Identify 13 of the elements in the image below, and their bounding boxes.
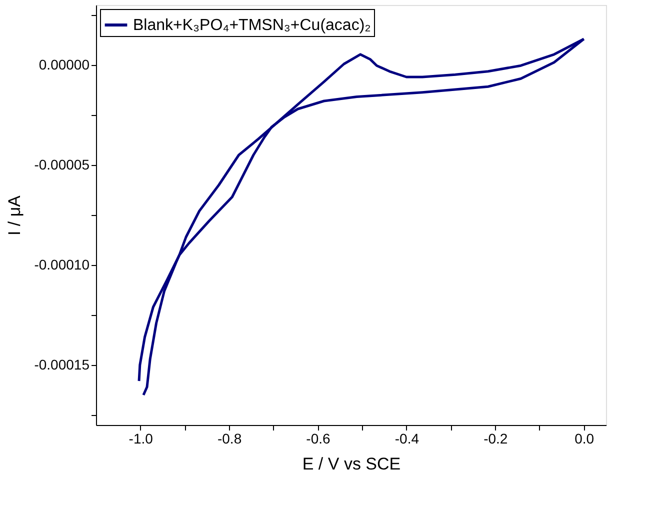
y-tick-label: 0.00000 (38, 56, 90, 72)
y-tick-label: -0.00010 (34, 256, 90, 272)
x-tick-label: -0.2 (484, 430, 508, 446)
y-axis-title: I / μA (5, 194, 24, 236)
y-tick-label: -0.00005 (34, 156, 90, 172)
x-tick-label: 0.0 (574, 430, 594, 446)
x-tick-label: -0.4 (394, 430, 420, 446)
y-tick-label: -0.00015 (34, 356, 90, 372)
x-axis-title: E / V vs SCE (302, 454, 401, 474)
x-tick-label: -0.8 (217, 430, 242, 446)
legend-label: Blank+K₃PO₄+TMSN₃+Cu(acac)₂ (133, 17, 371, 34)
x-tick-label: -1.0 (128, 430, 154, 446)
x-tick-label: -0.6 (306, 430, 331, 446)
